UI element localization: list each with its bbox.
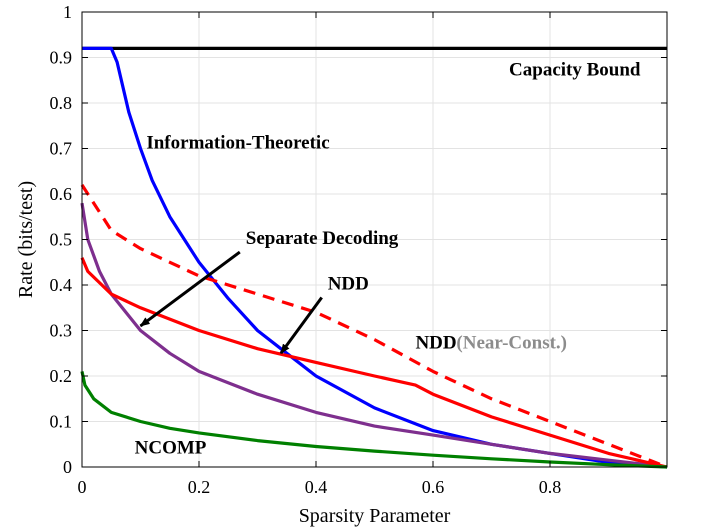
y-axis-label: Rate (bits/test): [15, 181, 37, 298]
annotation-information-theoretic: Information-Theoretic: [146, 133, 329, 154]
x-axis-label: Sparsity Parameter: [299, 505, 451, 527]
annotation-near-const: (Near-Const.): [456, 333, 567, 354]
series-line-ndd-near-const: [80, 184, 668, 469]
annotation-arrow: [279, 296, 323, 355]
annotations: Capacity Bound Information-Theoretic Separ…: [135, 60, 641, 459]
y-tick-label: 0.8: [50, 93, 73, 113]
y-tick-label: 0.4: [50, 275, 73, 295]
y-tick-label: 0.3: [50, 321, 73, 341]
y-tick-label: 0.7: [50, 139, 73, 159]
annotation-ndd: NDD: [328, 274, 369, 295]
y-tick-label: 0.6: [50, 184, 73, 204]
x-tick-label: 0.8: [539, 477, 562, 497]
series-line-ndd: [80, 257, 668, 469]
series-line-information-theoretic: [82, 46, 668, 469]
axes: 0 0.2 0.4 0.6 0.8 0 0.1 0.2 0.3 0.4 0.5 0.6 0.7 0.8 0.…: [50, 2, 668, 497]
annotation-ndd: NDD: [415, 333, 456, 354]
y-tick-label: 0.5: [50, 230, 73, 250]
annotation-arrow: [139, 250, 241, 328]
annotation-separate-decoding: Separate Decoding: [246, 228, 399, 249]
y-tick-label: 0.1: [50, 412, 73, 432]
y-tick-label: 0.2: [50, 366, 73, 386]
x-tick-label: 0.2: [188, 477, 211, 497]
series-line-separate-decoding: [80, 202, 668, 469]
series-lines: [80, 46, 668, 469]
x-tick-label: 0.6: [422, 477, 445, 497]
y-tick-label: 0.9: [50, 48, 73, 68]
x-tick-label: 0.4: [305, 477, 328, 497]
series-line-ncomp: [80, 371, 668, 469]
x-tick-label: 0: [78, 477, 87, 497]
y-tick-label: 0: [63, 457, 72, 477]
annotation-capacity-bound: Capacity Bound: [509, 60, 641, 81]
y-tick-label: 1: [63, 2, 72, 22]
annotation-ncomp: NCOMP: [135, 437, 207, 458]
